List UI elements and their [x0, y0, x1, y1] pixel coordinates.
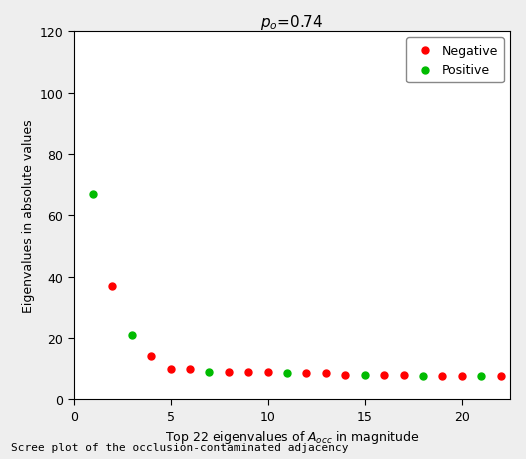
- Negative: [458, 373, 466, 380]
- Negative: [225, 368, 233, 375]
- Negative: [322, 369, 330, 377]
- Positive: [477, 373, 485, 380]
- Negative: [108, 282, 117, 290]
- Negative: [302, 369, 311, 377]
- Y-axis label: Eigenvalues in absolute values: Eigenvalues in absolute values: [22, 119, 35, 312]
- Negative: [244, 368, 252, 375]
- Negative: [341, 371, 349, 379]
- Positive: [89, 190, 97, 198]
- Text: Scree plot of the occlusion-contaminated adjacency: Scree plot of the occlusion-contaminated…: [11, 442, 348, 452]
- Negative: [264, 368, 272, 375]
- Positive: [360, 371, 369, 379]
- Negative: [399, 371, 408, 379]
- Negative: [166, 365, 175, 372]
- Positive: [283, 369, 291, 377]
- Negative: [147, 353, 156, 360]
- Positive: [205, 368, 214, 375]
- Negative: [438, 373, 447, 380]
- Negative: [380, 371, 388, 379]
- Negative: [497, 373, 505, 380]
- Title: $p_o$=0.74: $p_o$=0.74: [260, 12, 323, 32]
- Legend: Negative, Positive: Negative, Positive: [407, 39, 504, 83]
- Positive: [128, 331, 136, 339]
- Negative: [186, 365, 194, 372]
- Positive: [419, 373, 427, 380]
- X-axis label: Top 22 eigenvalues of $\mathit{A}_{occ}$ in magnitude: Top 22 eigenvalues of $\mathit{A}_{occ}$…: [165, 428, 419, 445]
